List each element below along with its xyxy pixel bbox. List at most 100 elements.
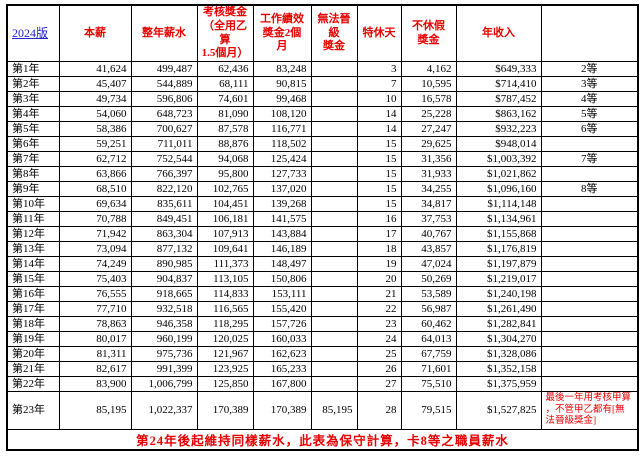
header-performance-bonus: 工作績效 獎金2個月 — [252, 4, 312, 62]
cell-grade — [540, 331, 639, 347]
cell-assessment-bonus: 106,181 — [196, 211, 254, 227]
cell-unused-leave-bonus: 64,013 — [400, 331, 457, 347]
table-row: 第20年 81,311 975,736 121,967 162,623 25 67,759 $… — [6, 346, 639, 362]
cell-annual-salary: 932,518 — [130, 301, 198, 317]
cell-unused-leave-bonus: 43,857 — [400, 241, 457, 257]
cell-year: 第22年 — [6, 376, 60, 392]
cell-assessment-bonus: 81,090 — [196, 106, 254, 122]
cell-leave-days: 15 — [356, 181, 402, 197]
cell-performance-bonus: 160,033 — [252, 331, 312, 347]
header-assessment-bonus: 考核獎金 （全用乙算 1.5個月） — [196, 4, 254, 62]
table-row: 第18年 78,863 946,358 118,295 157,726 23 60,462 $… — [6, 316, 639, 332]
cell-annual-salary: 711,011 — [130, 136, 198, 152]
cell-performance-bonus: 153,111 — [252, 286, 312, 302]
cell-no-promotion-bonus — [310, 106, 358, 122]
cell-grade — [540, 166, 639, 182]
cell-annual-income: $1,096,160 — [455, 181, 542, 197]
cell-base-salary: 49,734 — [58, 91, 132, 107]
table-row: 第17年 77,710 932,518 116,565 155,420 22 56,987 $… — [6, 301, 639, 317]
cell-leave-days: 7 — [356, 76, 402, 92]
cell-grade — [540, 211, 639, 227]
cell-leave-days: 15 — [356, 136, 402, 152]
cell-leave-days: 22 — [356, 301, 402, 317]
cell-annual-salary: 700,627 — [130, 121, 198, 137]
cell-no-promotion-bonus — [310, 166, 358, 182]
cell-no-promotion-bonus — [310, 241, 358, 257]
cell-unused-leave-bonus: 75,510 — [400, 376, 457, 392]
footer-row: 第24年後起維持同樣薪水，此表為保守計算，卡8等之職員薪水 — [6, 429, 639, 451]
cell-annual-income: $1,328,086 — [455, 346, 542, 362]
cell-year: 第16年 — [6, 286, 60, 302]
cell-leave-days: 16 — [356, 211, 402, 227]
version-link[interactable]: 2024版 — [12, 25, 49, 40]
cell-base-salary: 78,863 — [58, 316, 132, 332]
cell-assessment-bonus: 68,111 — [196, 76, 254, 92]
cell-year: 第19年 — [6, 331, 60, 347]
cell-base-salary: 75,403 — [58, 271, 132, 287]
header-leave-days: 特休天 — [356, 4, 402, 62]
cell-annual-income: $1,240,198 — [455, 286, 542, 302]
table-row: 第9年 68,510 822,120 102,765 137,020 15 34,255 $1… — [6, 181, 639, 197]
cell-unused-leave-bonus: 34,817 — [400, 196, 457, 212]
cell-unused-leave-bonus: 37,753 — [400, 211, 457, 227]
cell-annual-salary: 752,544 — [130, 151, 198, 167]
cell-performance-bonus: 99,468 — [252, 91, 312, 107]
cell-unused-leave-bonus: 10,595 — [400, 76, 457, 92]
cell-annual-income: $1,219,017 — [455, 271, 542, 287]
cell-annual-income: $1,261,490 — [455, 301, 542, 317]
cell-assessment-bonus: 170,389 — [196, 391, 254, 430]
cell-annual-salary: 648,723 — [130, 106, 198, 122]
cell-leave-days: 14 — [356, 106, 402, 122]
cell-base-salary: 54,060 — [58, 106, 132, 122]
table-row: 第11年 70,788 849,451 106,181 141,575 16 37,753 $… — [6, 211, 639, 227]
cell-unused-leave-bonus: 40,767 — [400, 226, 457, 242]
cell-year: 第11年 — [6, 211, 60, 227]
cell-no-promotion-bonus — [310, 361, 358, 377]
cell-note: 最後一年用考核甲算 ，不管甲乙都有[無 法晉級獎金] — [540, 391, 639, 430]
cell-assessment-bonus: 74,601 — [196, 91, 254, 107]
cell-base-salary: 83,900 — [58, 376, 132, 392]
cell-annual-income: $932,223 — [455, 121, 542, 137]
cell-year: 第12年 — [6, 226, 60, 242]
cell-grade — [540, 346, 639, 362]
cell-leave-days: 23 — [356, 316, 402, 332]
cell-unused-leave-bonus: 71,601 — [400, 361, 457, 377]
cell-annual-salary: 975,736 — [130, 346, 198, 362]
table-row: 第23年 85,195 1,022,337 170,389 170,389 85,195 2… — [6, 391, 639, 430]
cell-leave-days: 17 — [356, 226, 402, 242]
cell-assessment-bonus: 95,800 — [196, 166, 254, 182]
cell-grade: 3等 — [540, 76, 639, 92]
cell-assessment-bonus: 118,295 — [196, 316, 254, 332]
header-row: 2024版 本薪 整年薪水 考核獎金 （全用乙算 1.5個月） 工作績效 獎金2… — [6, 4, 639, 62]
cell-year: 第9年 — [6, 181, 60, 197]
cell-base-salary: 63,866 — [58, 166, 132, 182]
cell-leave-days: 18 — [356, 241, 402, 257]
cell-year: 第23年 — [6, 391, 60, 430]
cell-annual-salary: 1,022,337 — [130, 391, 198, 430]
cell-unused-leave-bonus: 67,759 — [400, 346, 457, 362]
cell-base-salary: 41,624 — [58, 61, 132, 77]
cell-grade: 4等 — [540, 91, 639, 107]
cell-year: 第14年 — [6, 256, 60, 272]
cell-unused-leave-bonus: 4,162 — [400, 61, 457, 77]
header-annual-salary: 整年薪水 — [130, 4, 198, 62]
cell-year: 第3年 — [6, 91, 60, 107]
cell-leave-days: 15 — [356, 151, 402, 167]
cell-assessment-bonus: 62,436 — [196, 61, 254, 77]
cell-year: 第2年 — [6, 76, 60, 92]
cell-performance-bonus: 118,502 — [252, 136, 312, 152]
table-row: 第3年 49,734 596,806 74,601 99,468 10 16,578 $787… — [6, 91, 639, 107]
cell-annual-income: $1,134,961 — [455, 211, 542, 227]
cell-annual-income: $1,527,825 — [455, 391, 542, 430]
cell-base-salary: 81,311 — [58, 346, 132, 362]
table-row: 第12年 71,942 863,304 107,913 143,884 17 40,767 $… — [6, 226, 639, 242]
cell-unused-leave-bonus: 27,247 — [400, 121, 457, 137]
cell-grade — [540, 241, 639, 257]
cell-grade: 6等 — [540, 121, 639, 137]
cell-assessment-bonus: 120,025 — [196, 331, 254, 347]
header-unused-leave-bonus: 不休假 獎金 — [400, 4, 457, 62]
cell-leave-days: 3 — [356, 61, 402, 77]
table-row: 第1年 41,624 499,487 62,436 83,248 3 4,162 $649,3… — [6, 61, 639, 77]
cell-performance-bonus: 90,815 — [252, 76, 312, 92]
cell-no-promotion-bonus — [310, 346, 358, 362]
